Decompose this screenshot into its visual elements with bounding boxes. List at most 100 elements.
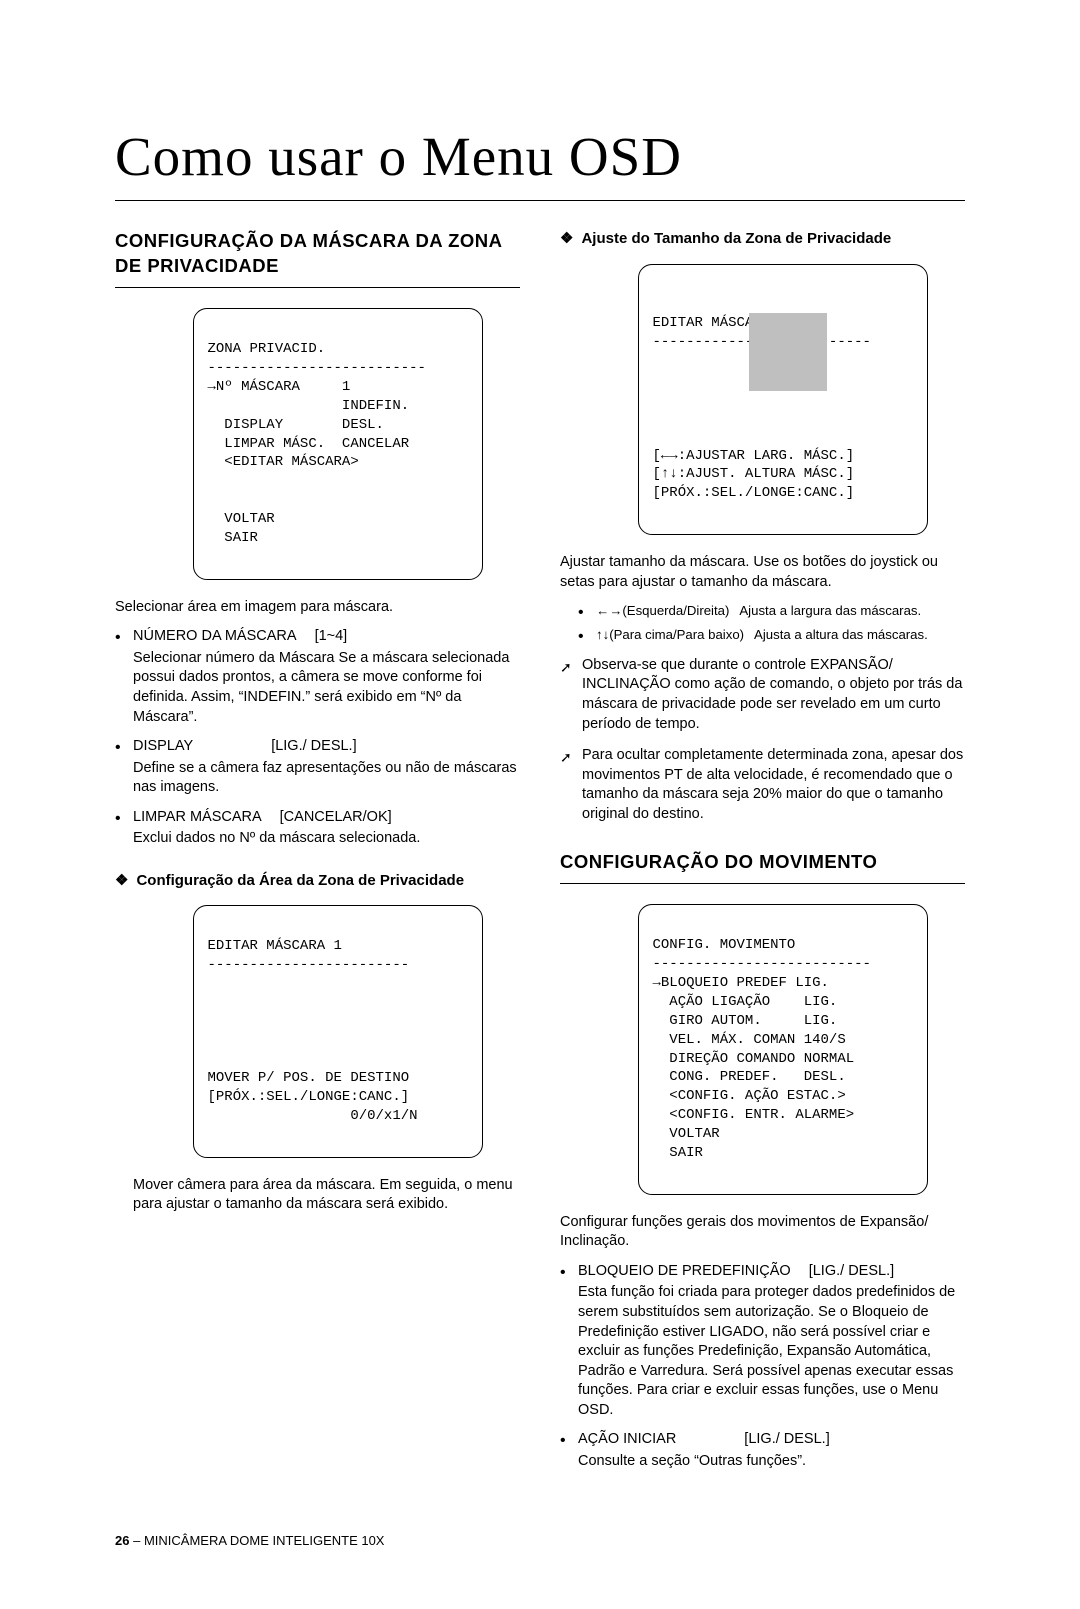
osd-line: →BLOQUEIO PREDEF LIG. xyxy=(653,975,829,991)
osd-line: →Nº MÁSCARA 1 xyxy=(208,379,351,395)
osd-line xyxy=(208,492,216,508)
osd-line: INDEFIN. xyxy=(208,398,410,414)
mask-preview-box xyxy=(749,313,827,391)
param-item: AÇÃO INICIAR [LIG./ DESL.] Consulte a se… xyxy=(560,1430,965,1471)
key-desc: Ajusta a largura das máscaras. xyxy=(739,602,965,620)
diamond-icon: ❖ xyxy=(560,229,573,249)
osd-line: VOLTAR xyxy=(208,511,275,527)
subsection-title: Ajuste do Tamanho da Zona de Privacidade xyxy=(581,229,891,249)
osd-line xyxy=(653,372,661,388)
osd-line: ------------------------ xyxy=(208,957,410,973)
param-value: [LIG./ DESL.] xyxy=(744,1430,829,1450)
param-name: BLOQUEIO DE PREDEFINIÇÃO xyxy=(578,1262,791,1282)
key-symbol: ←→(Esquerda/Direita) xyxy=(596,602,729,620)
osd-line xyxy=(653,429,661,445)
note-arrow-icon: ➚ xyxy=(560,748,572,767)
page-title: Como usar o Menu OSD xyxy=(115,120,965,201)
two-column-layout: CONFIGURAÇÃO DA MÁSCARA DA ZONA DE PRIVA… xyxy=(115,229,965,1481)
note-arrow-icon: ➚ xyxy=(560,658,572,677)
key-symbol: ↑↓(Para cima/Para baixo) xyxy=(596,626,744,644)
note-list: ➚ Observa-se que durante o controle EXPA… xyxy=(560,656,965,825)
subsection-area-config: ❖ Configuração da Área da Zona de Privac… xyxy=(115,871,520,891)
osd-line xyxy=(208,1033,216,1049)
osd-line: AÇÃO LIGAÇÃO LIG. xyxy=(653,994,838,1010)
adjust-key-item: ←→(Esquerda/Direita) Ajusta a largura da… xyxy=(578,602,965,620)
page-footer: 26 – MINICÂMERA DOME INTELIGENTE 10X xyxy=(115,1532,965,1550)
section-heading-movement: CONFIGURAÇÃO DO MOVIMENTO xyxy=(560,850,965,884)
param-desc: Consulte a seção “Outras funções”. xyxy=(578,1452,965,1472)
osd-line: <CONFIG. ENTR. ALARME> xyxy=(653,1107,855,1123)
param-name: LIMPAR MÁSCARA xyxy=(133,808,262,828)
osd-line: 0/0/x1/N xyxy=(208,1108,418,1124)
param-value: [CANCELAR/OK] xyxy=(280,808,392,828)
footer-sep: – xyxy=(129,1533,143,1548)
osd-line xyxy=(208,995,216,1011)
page-number: 26 xyxy=(115,1533,129,1548)
param-desc: Selecionar número da Máscara Se a máscar… xyxy=(133,649,520,727)
osd-line xyxy=(208,1051,216,1067)
section-heading-privacy-mask: CONFIGURAÇÃO DA MÁSCARA DA ZONA DE PRIVA… xyxy=(115,229,520,288)
osd-line: <CONFIG. AÇÃO ESTAC.> xyxy=(653,1088,846,1104)
osd-line: -------------------------- xyxy=(208,360,426,376)
adjust-key-item: ↑↓(Para cima/Para baixo) Ajusta a altura… xyxy=(578,626,965,644)
area-desc: Mover câmera para área da máscara. Em se… xyxy=(133,1176,520,1215)
subsection-title: Configuração da Área da Zona de Privacid… xyxy=(136,871,464,891)
param-desc: Exclui dados no Nº da máscara selecionad… xyxy=(133,829,520,849)
osd-line: EDITAR MÁSCARA 1 xyxy=(208,938,342,954)
param-list-privacy: NÚMERO DA MÁSCARA [1~4] Selecionar númer… xyxy=(115,627,520,849)
osd-line: SAIR xyxy=(208,530,258,546)
osd-line: VOLTAR xyxy=(653,1126,720,1142)
param-name: AÇÃO INICIAR xyxy=(578,1430,676,1450)
osd-line: GIRO AUTOM. LIG. xyxy=(653,1013,838,1029)
product-name: MINICÂMERA DOME INTELIGENTE 10X xyxy=(144,1533,385,1548)
osd-line xyxy=(653,410,661,426)
note-item: ➚ Para ocultar completamente determinada… xyxy=(560,746,965,824)
osd-line: DISPLAY DESL. xyxy=(208,417,384,433)
osd-line: [←→:AJUSTAR LARG. MÁSC.] xyxy=(653,448,855,464)
param-value: [1~4] xyxy=(315,627,348,647)
osd-panel-editar-mascara-area: EDITAR MÁSCARA 1 -----------------------… xyxy=(193,905,483,1158)
param-name: DISPLAY xyxy=(133,737,193,757)
osd-line: [PRÓX.:SEL./LONGE:CANC.] xyxy=(653,485,855,501)
diamond-icon: ❖ xyxy=(115,871,128,891)
movement-paragraph: Configurar funções gerais dos movimentos… xyxy=(560,1213,965,1252)
osd-line: VEL. MÁX. COMAN 140/S xyxy=(653,1032,846,1048)
param-desc: Esta função foi criada para proteger dad… xyxy=(578,1283,965,1420)
osd-line: LIMPAR MÁSC. CANCELAR xyxy=(208,436,410,452)
osd-line xyxy=(653,353,661,369)
note-text: Observa-se que durante o controle EXPANS… xyxy=(582,657,962,732)
osd-line: <EDITAR MÁSCARA> xyxy=(208,454,359,470)
param-item: LIMPAR MÁSCARA [CANCELAR/OK] Exclui dado… xyxy=(115,808,520,849)
param-name: NÚMERO DA MÁSCARA xyxy=(133,627,297,647)
osd-line: MOVER P/ POS. DE DESTINO xyxy=(208,1070,410,1086)
osd-panel-editar-mascara-size: EDITAR MÁSCARA 1 -----------------------… xyxy=(638,264,928,536)
osd-line: ZONA PRIVACID. xyxy=(208,341,326,357)
param-item: BLOQUEIO DE PREDEFINIÇÃO [LIG./ DESL.] E… xyxy=(560,1262,965,1421)
osd-panel-zona-privacid: ZONA PRIVACID. -------------------------… xyxy=(193,308,483,580)
note-item: ➚ Observa-se que durante o controle EXPA… xyxy=(560,656,965,734)
osd-line: CONG. PREDEF. DESL. xyxy=(653,1069,846,1085)
subsection-size-adjust: ❖ Ajuste do Tamanho da Zona de Privacida… xyxy=(560,229,965,249)
osd-line: SAIR xyxy=(653,1145,703,1161)
osd-line xyxy=(208,473,216,489)
osd-line xyxy=(208,976,216,992)
osd-line: [↑↓:AJUST. ALTURA MÁSC.] xyxy=(653,466,855,482)
osd-line: DIREÇÃO COMANDO NORMAL xyxy=(653,1051,855,1067)
param-list-movement: BLOQUEIO DE PREDEFINIÇÃO [LIG./ DESL.] E… xyxy=(560,1262,965,1472)
osd-line: [PRÓX.:SEL./LONGE:CANC.] xyxy=(208,1089,410,1105)
osd-line: -------------------------- xyxy=(653,956,871,972)
adjust-key-list: ←→(Esquerda/Direita) Ajusta a largura da… xyxy=(578,602,965,644)
param-value: [LIG./ DESL.] xyxy=(809,1262,894,1282)
right-column: ❖ Ajuste do Tamanho da Zona de Privacida… xyxy=(560,229,965,1481)
key-desc: Ajusta a altura das máscaras. xyxy=(754,626,965,644)
osd-panel-config-movimento: CONFIG. MOVIMENTO ----------------------… xyxy=(638,904,928,1194)
adjust-paragraph: Ajustar tamanho da máscara. Use os botõe… xyxy=(560,553,965,592)
left-column: CONFIGURAÇÃO DA MÁSCARA DA ZONA DE PRIVA… xyxy=(115,229,520,1481)
param-desc: Define se a câmera faz apresentações ou … xyxy=(133,759,520,798)
note-text: Para ocultar completamente determinada z… xyxy=(582,747,963,822)
osd-line: CONFIG. MOVIMENTO xyxy=(653,937,796,953)
intro-paragraph: Selecionar área em imagem para máscara. xyxy=(115,598,520,618)
param-item: NÚMERO DA MÁSCARA [1~4] Selecionar númer… xyxy=(115,627,520,727)
param-item: DISPLAY [LIG./ DESL.] Define se a câmera… xyxy=(115,737,520,798)
osd-line xyxy=(208,1014,216,1030)
